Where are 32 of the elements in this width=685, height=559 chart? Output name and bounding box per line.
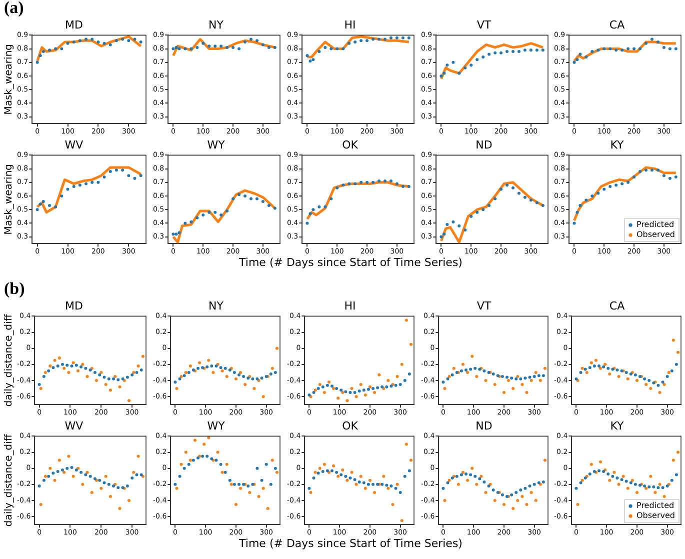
legend-label: Predicted (636, 501, 674, 510)
legend-label: Observed (636, 511, 676, 520)
y-axis-title: daily_distance_diff (4, 313, 15, 407)
chart-title: OK (342, 419, 358, 432)
chart-title: NY (208, 299, 224, 312)
chart-title: WV (64, 138, 84, 152)
text: (b) (4, 279, 25, 299)
chart-title: WY (207, 419, 226, 432)
x-axis-title: Time (# Days since Start of Time Series) (239, 256, 462, 269)
legend-label: Predicted (636, 220, 674, 230)
chart-title: HI (344, 299, 356, 312)
chart-title: KY (610, 138, 624, 152)
x-axis-title: Time (# Days since Start of Time Series) (239, 537, 462, 550)
chart-title: WV (64, 419, 84, 432)
chart-title: CA (610, 299, 626, 312)
y-axis-title: daily_distance_diff (4, 433, 15, 527)
chart-title: MD (65, 299, 83, 312)
legend-label: Observed (636, 230, 676, 240)
chart-title: KY (610, 419, 624, 432)
chart-title: VT (476, 18, 491, 32)
chart-title: ND (475, 138, 492, 152)
text: (a) (4, 0, 24, 18)
chart-title: CA (610, 18, 626, 32)
chart-title: HI (344, 18, 356, 32)
chart-title: ND (475, 419, 492, 432)
chart-title: VT (476, 299, 491, 312)
chart-title: OK (342, 138, 358, 152)
chart-title: NY (208, 18, 224, 32)
chart-title: WY (207, 138, 226, 152)
y-axis-title: Mask_wearing (4, 164, 15, 235)
y-axis-title: Mask_wearing (4, 44, 15, 115)
chart-title: MD (65, 18, 83, 32)
